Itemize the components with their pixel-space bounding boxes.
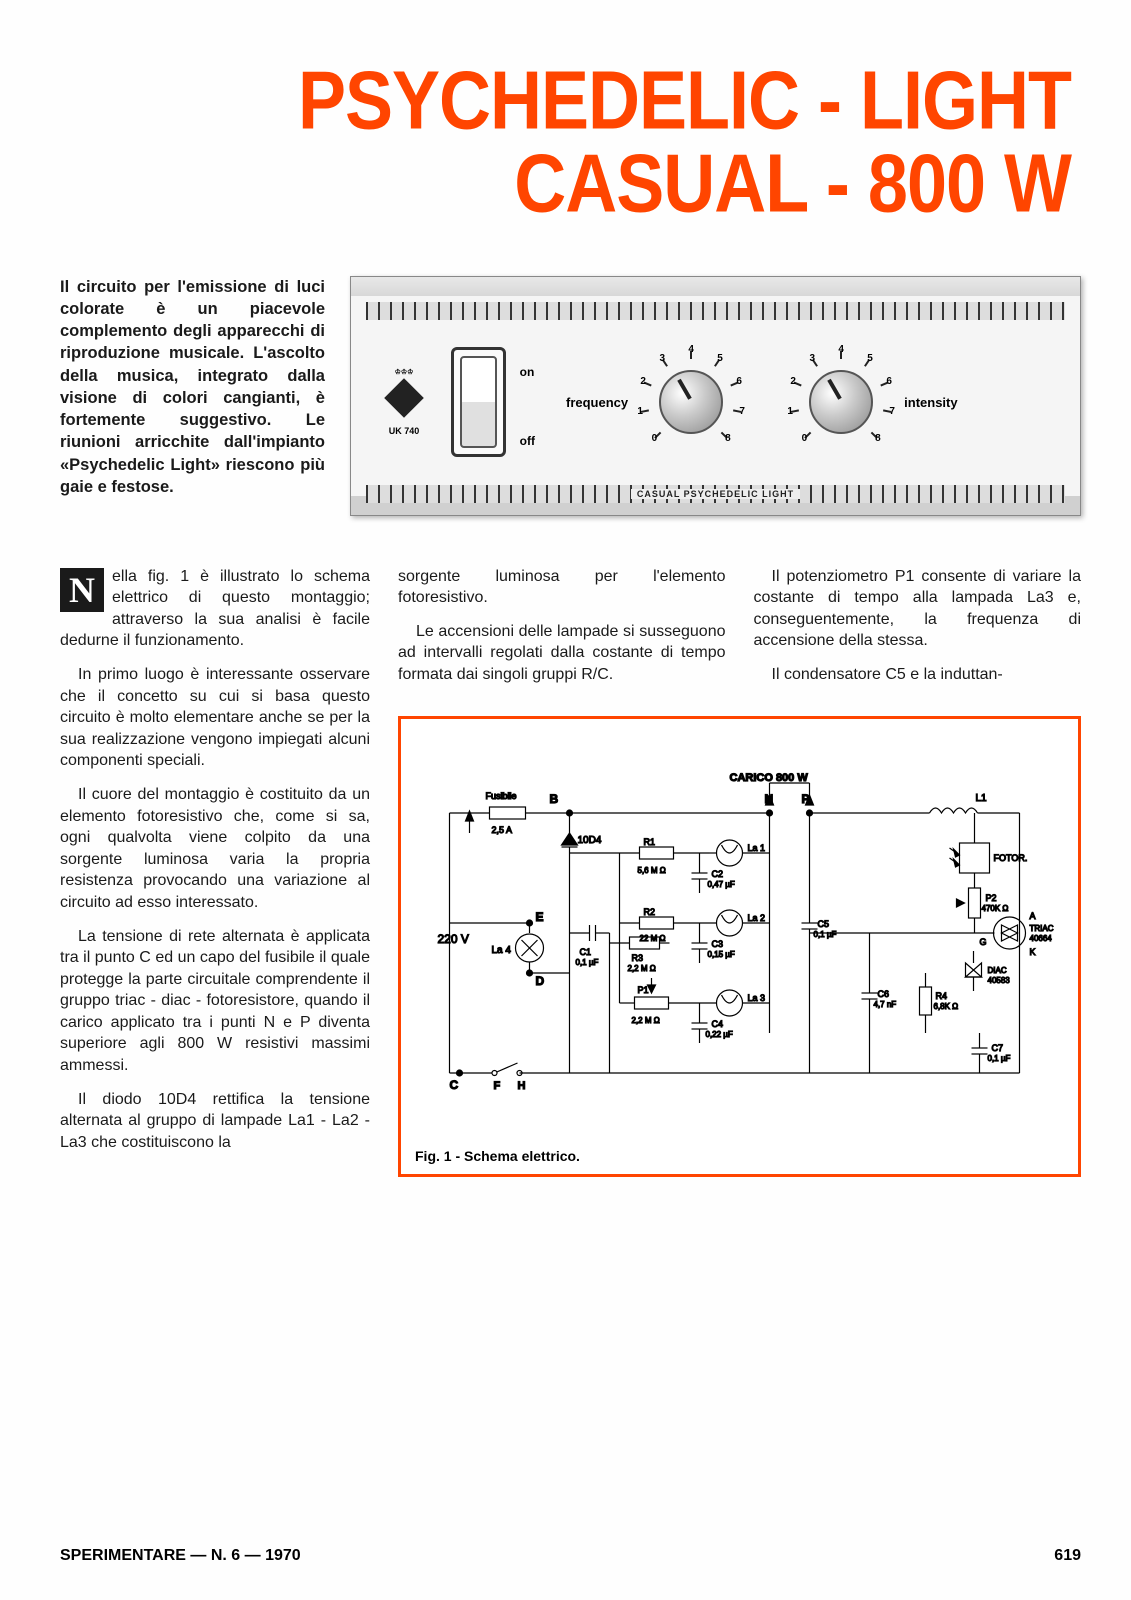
svg-text:R3: R3 <box>632 953 644 963</box>
p4: La tensione di rete alternata è applicat… <box>60 926 370 1077</box>
svg-text:Fusibile: Fusibile <box>486 791 517 801</box>
svg-text:0,1 µF: 0,1 µF <box>576 958 599 967</box>
svg-text:C: C <box>450 1078 459 1092</box>
svg-text:4,7 nF: 4,7 nF <box>874 1000 897 1009</box>
svg-text:A: A <box>1030 911 1036 921</box>
svg-text:P2: P2 <box>986 893 997 903</box>
p5: Il diodo 10D4 rettifica la tensione alte… <box>60 1089 370 1154</box>
svg-text:C5: C5 <box>818 919 830 929</box>
p7: Le accensioni delle lampade si susseguon… <box>398 621 726 686</box>
svg-text:K: K <box>1030 947 1036 957</box>
model-label: UK 740 <box>369 426 439 436</box>
svg-text:La 2: La 2 <box>748 913 766 923</box>
column-3: Il potenziometro P1 consente di variare … <box>754 566 1082 698</box>
switch-on-label: on <box>520 365 535 379</box>
svg-text:5,6 M Ω: 5,6 M Ω <box>638 866 666 875</box>
brand-logo-icon <box>384 378 424 418</box>
column-1: Nella fig. 1 è illustrato lo schema elet… <box>60 566 370 1177</box>
article-title: PSYCHEDELIC - LIGHT CASUAL - 800 W <box>60 60 1081 226</box>
frequency-label: frequency <box>566 395 628 410</box>
svg-text:P1: P1 <box>638 985 649 995</box>
svg-text:2,2 M Ω: 2,2 M Ω <box>632 1016 660 1025</box>
svg-text:C3: C3 <box>712 939 724 949</box>
svg-text:F: F <box>494 1080 501 1092</box>
svg-text:0,22 µF: 0,22 µF <box>706 1030 733 1039</box>
p9: Il condensatore C5 e la induttan- <box>754 664 1082 686</box>
svg-text:0,47 µF: 0,47 µF <box>708 880 735 889</box>
svg-text:FOTOR.: FOTOR. <box>994 853 1028 863</box>
svg-text:22 M Ω: 22 M Ω <box>640 934 666 943</box>
frequency-knob: 012345678 <box>636 347 746 457</box>
svg-text:220 V: 220 V <box>438 932 469 946</box>
power-switch: on off <box>451 347 506 457</box>
device-bottom-text: CASUAL PSYCHEDELIC LIGHT <box>631 489 800 499</box>
column-2: sorgente luminosa per l'elemento fotores… <box>398 566 726 698</box>
svg-text:2,5 A: 2,5 A <box>492 825 513 835</box>
svg-text:470K Ω: 470K Ω <box>982 904 1009 913</box>
svg-text:La 4: La 4 <box>492 945 512 956</box>
svg-text:0,15 µF: 0,15 µF <box>708 950 735 959</box>
svg-text:DIAC: DIAC <box>988 966 1007 975</box>
svg-text:E: E <box>536 910 544 924</box>
svg-text:G: G <box>980 937 987 947</box>
svg-text:0,1 µF: 0,1 µF <box>814 930 837 939</box>
svg-text:R1: R1 <box>644 837 656 847</box>
svg-text:CARICO 800 W: CARICO 800 W <box>730 772 809 784</box>
svg-text:H: H <box>518 1080 526 1092</box>
svg-text:6,8K Ω: 6,8K Ω <box>934 1002 959 1011</box>
svg-text:C2: C2 <box>712 869 724 879</box>
schematic-svg: 220 V Fusibile 2,5 A B N P <box>415 733 1064 1133</box>
svg-text:R2: R2 <box>644 907 656 917</box>
intro-paragraph: Il circuito per l'emissione di luci colo… <box>60 276 325 516</box>
footer-right: 619 <box>1054 1547 1081 1565</box>
title-line-1: PSYCHEDELIC - LIGHT <box>60 54 1071 149</box>
svg-text:D: D <box>536 974 545 988</box>
svg-text:B: B <box>550 792 559 806</box>
schematic-figure: 220 V Fusibile 2,5 A B N P <box>398 716 1081 1177</box>
svg-text:C1: C1 <box>580 947 592 957</box>
p2: In primo luogo è interessante osservare … <box>60 664 370 772</box>
p3: Il cuore del montaggio è costituito da u… <box>60 784 370 914</box>
svg-text:40583: 40583 <box>988 976 1011 985</box>
intensity-knob: 012345678 <box>786 347 896 457</box>
svg-text:R4: R4 <box>936 991 948 1001</box>
figure-caption: Fig. 1 - Schema elettrico. <box>415 1148 1064 1164</box>
p1: ella fig. 1 è illustrato lo schema elett… <box>60 568 370 650</box>
svg-text:C7: C7 <box>992 1043 1004 1053</box>
title-line-2: CASUAL - 800 W <box>60 137 1071 232</box>
footer-left: SPERIMENTARE — N. 6 — 1970 <box>60 1547 301 1565</box>
device-photo: ♔♔♔ UK 740 on off frequency 012345678 0 <box>350 276 1081 516</box>
intensity-label: intensity <box>904 395 957 410</box>
svg-text:La 3: La 3 <box>748 993 766 1003</box>
svg-text:2,2 M Ω: 2,2 M Ω <box>628 964 656 973</box>
svg-text:C4: C4 <box>712 1019 724 1029</box>
svg-text:40664: 40664 <box>1030 934 1053 943</box>
svg-text:L1: L1 <box>976 793 988 804</box>
svg-text:La 1: La 1 <box>748 843 766 853</box>
svg-text:C6: C6 <box>878 989 890 999</box>
switch-off-label: off <box>520 434 535 448</box>
svg-text:10D4: 10D4 <box>578 835 602 846</box>
svg-text:TRIAC: TRIAC <box>1030 924 1054 933</box>
p6: sorgente luminosa per l'elemento fotores… <box>398 566 726 609</box>
svg-text:0,1 µF: 0,1 µF <box>988 1054 1011 1063</box>
page-footer: SPERIMENTARE — N. 6 — 1970 619 <box>60 1547 1081 1565</box>
dropcap: N <box>60 568 104 612</box>
p8: Il potenziometro P1 consente di variare … <box>754 566 1082 652</box>
